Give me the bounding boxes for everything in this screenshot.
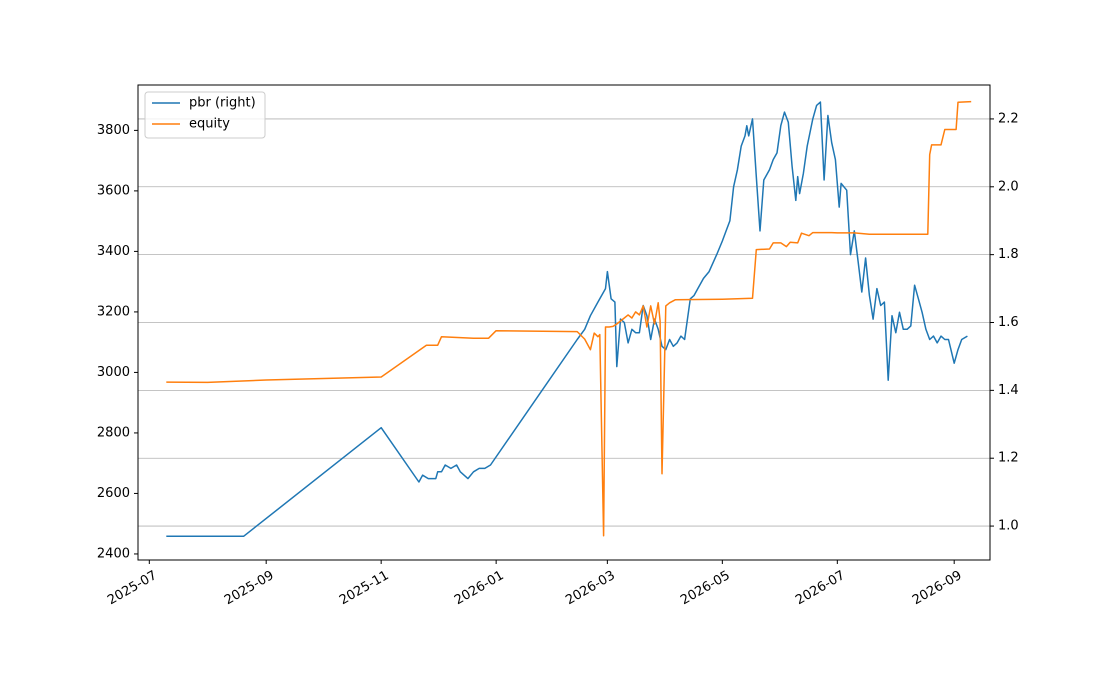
- y-left-tick-label: 3000: [97, 365, 130, 380]
- legend-label: equity: [189, 117, 230, 132]
- x-tick-label: 2026-05: [678, 568, 733, 608]
- y-left-tick-label: 3200: [97, 304, 130, 319]
- x-tick-label: 2026-09: [910, 568, 965, 608]
- right-axis-gridlines: [138, 118, 990, 527]
- series-lines: [166, 100, 972, 538]
- x-tick-label: 2026-01: [452, 568, 507, 608]
- x-tick-label: 2026-07: [793, 568, 848, 608]
- y-left-tick-label: 2800: [97, 425, 130, 440]
- x-tick-label: 2025-11: [337, 568, 392, 608]
- series-line-pbr-right: [166, 101, 968, 538]
- legend: pbr (right) equity: [144, 91, 266, 139]
- x-tick-label: 2026-03: [563, 568, 618, 608]
- y-right-tick-label: 1.2: [998, 451, 1019, 466]
- y-right-axis: 1.0 1.2 1.4 1.6 1.8 2.0 2.2: [990, 111, 1019, 534]
- y-right-tick-label: 1.8: [998, 247, 1019, 262]
- x-tick-label: 2025-09: [222, 568, 277, 608]
- x-tick-label: 2025-07: [105, 568, 160, 608]
- y-left-tick-label: 3800: [97, 123, 130, 138]
- y-left-tick-label: 3400: [97, 244, 130, 259]
- series-line-equity: [166, 100, 972, 537]
- y-right-tick-label: 2.0: [998, 179, 1019, 194]
- x-axis: 2025-07 2025-09 2025-11 2026-01 2026-03 2026-…: [105, 560, 965, 608]
- y-left-axis: 2400 2600 2800 3000 3200 3400 3600 3800: [97, 123, 138, 561]
- y-left-tick-label: 2400: [97, 546, 130, 561]
- y-right-tick-label: 1.4: [998, 383, 1019, 398]
- y-right-tick-label: 1.6: [998, 315, 1019, 330]
- y-left-tick-label: 2600: [97, 486, 130, 501]
- y-left-tick-label: 3600: [97, 183, 130, 198]
- y-right-tick-label: 1.0: [998, 519, 1019, 534]
- legend-label: pbr (right): [189, 96, 256, 111]
- y-right-tick-label: 2.2: [998, 111, 1019, 126]
